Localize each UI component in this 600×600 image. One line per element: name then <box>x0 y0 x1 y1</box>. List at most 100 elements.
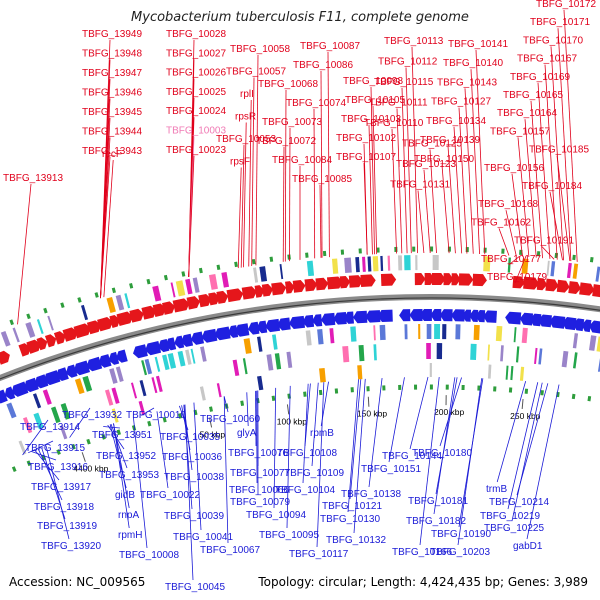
reverse-gene-label: TBFG_10060 <box>200 414 260 425</box>
inner-feature-block <box>487 344 490 361</box>
reverse-leader-line <box>526 384 560 540</box>
forward-gene-label: TBFG_10125 <box>402 139 462 150</box>
forward-gene-label: rplI <box>240 89 254 100</box>
inner-feature-block <box>521 327 528 344</box>
inner-marker-tick <box>271 395 276 401</box>
inner-feature-block <box>23 416 33 434</box>
outer-feature-block <box>152 285 162 302</box>
forward-leader-line <box>524 119 537 258</box>
outer-feature-block <box>344 257 352 273</box>
inner-marker-tick <box>178 413 183 419</box>
reverse-gene-label: TBFG_13953 <box>99 470 159 481</box>
forward-leader-line <box>405 67 412 254</box>
reverse-gene-arrow <box>11 381 29 397</box>
outer-feature-block <box>25 321 36 338</box>
outer-feature-block <box>331 258 339 274</box>
forward-gene-arrow <box>198 293 212 308</box>
outer-feature-block <box>115 294 125 311</box>
forward-gene-label: TBFG_10139 <box>420 135 480 146</box>
forward-gene-arrow <box>109 314 121 328</box>
reverse-leader-line <box>31 451 57 461</box>
forward-gene-arrow <box>261 283 274 297</box>
forward-gene-label: TBFG_10127 <box>431 97 491 108</box>
reverse-gene-label: TBFG_13918 <box>34 502 94 513</box>
forward-gene-label: TBFG_10177 <box>481 254 541 265</box>
reverse-gene-arrow <box>312 314 323 327</box>
reverse-gene-arrow <box>98 354 112 368</box>
reverse-leader-line <box>184 404 194 581</box>
reverse-gene-arrow <box>469 309 479 322</box>
outer-feature-block <box>387 255 391 271</box>
reverse-gene-arrow <box>227 325 239 338</box>
outer-feature-block <box>432 255 439 271</box>
inner-feature-block <box>404 324 408 340</box>
reverse-leader-line <box>353 378 366 534</box>
outer-feature-block <box>124 293 131 309</box>
reverse-gene-label: TBFG_10151 <box>361 464 421 475</box>
reverse-gene-arrow <box>419 309 432 322</box>
forward-gene-arrow <box>36 337 48 351</box>
reverse-gene-label: TBFG_10180 <box>412 448 472 459</box>
inner-feature-block <box>572 333 579 349</box>
inner-feature-block <box>358 344 365 362</box>
reverse-gene-label: TBFG_10095 <box>259 530 319 541</box>
reverse-gene-arrow <box>214 326 231 341</box>
outer-marker-tick <box>554 252 559 259</box>
inner-marker-tick <box>193 409 198 416</box>
reverse-gene-label: TBFG_10108 <box>277 448 337 459</box>
forward-gene-arrow <box>241 286 257 300</box>
inner-feature-block <box>418 324 421 340</box>
reverse-gene-arrow <box>581 319 592 333</box>
reverse-leader-line <box>183 404 193 510</box>
inner-feature-block <box>588 335 597 351</box>
inner-feature-block <box>144 358 153 375</box>
forward-leader-line <box>103 159 114 298</box>
forward-gene-label: TBFG_10107 <box>336 152 396 163</box>
genome-backbone-edge <box>0 297 600 380</box>
forward-gene-arrow <box>536 277 548 291</box>
reverse-gene-arrow <box>462 309 472 322</box>
forward-gene-arrow <box>73 323 91 339</box>
reverse-gene-arrow <box>73 360 91 376</box>
inner-marker-tick <box>162 416 167 423</box>
reverse-leader-line <box>141 407 155 416</box>
inner-feature-block <box>130 382 138 399</box>
forward-gene-arrow <box>116 311 133 327</box>
forward-leader-line <box>313 108 316 259</box>
forward-gene-label: rpsR <box>235 112 256 123</box>
inner-feature-block <box>242 358 248 375</box>
inner-feature-block <box>350 326 357 342</box>
forward-gene-label: TBFG_10084 <box>272 155 332 166</box>
outer-feature-block <box>572 263 579 279</box>
outer-marker-tick <box>77 297 82 303</box>
reverse-gene-arrow <box>333 312 347 325</box>
forward-gene-label: TBFG_10086 <box>293 60 353 71</box>
outer-marker-tick <box>181 271 186 277</box>
inner-feature-block <box>162 354 170 371</box>
reverse-gene-label: TBFG_10121 <box>322 501 382 512</box>
inner-feature-block <box>199 386 206 401</box>
inner-marker-tick <box>209 406 213 412</box>
forward-gene-arrow <box>458 273 474 286</box>
forward-leader-line <box>368 124 373 255</box>
inner-feature-block <box>357 365 363 380</box>
reverse-gene-label: TBFG_10039 <box>164 511 224 522</box>
inner-feature-block <box>305 330 312 346</box>
reverse-leader-line <box>110 423 128 469</box>
forward-gene-label: TBFG_10123 <box>396 159 456 170</box>
forward-gene-label: TBFG_13943 <box>82 146 142 157</box>
reverse-leader-line <box>496 381 527 483</box>
inner-feature-block <box>470 343 477 360</box>
forward-gene-label: TBFG_10140 <box>443 58 503 69</box>
outer-feature-block <box>170 282 176 298</box>
forward-leader-line <box>243 122 247 268</box>
inner-marker-tick <box>86 438 91 445</box>
forward-gene-label: TBFG_10156 <box>484 163 544 174</box>
forward-gene-label: TBFG_10168 <box>478 199 538 210</box>
reverse-gene-arrow <box>483 310 497 323</box>
forward-gene-arrow <box>339 275 351 289</box>
forward-gene-label: TBFG_10110 <box>364 118 424 129</box>
forward-leader-line <box>505 210 517 257</box>
reverse-gene-arrow <box>562 317 577 331</box>
